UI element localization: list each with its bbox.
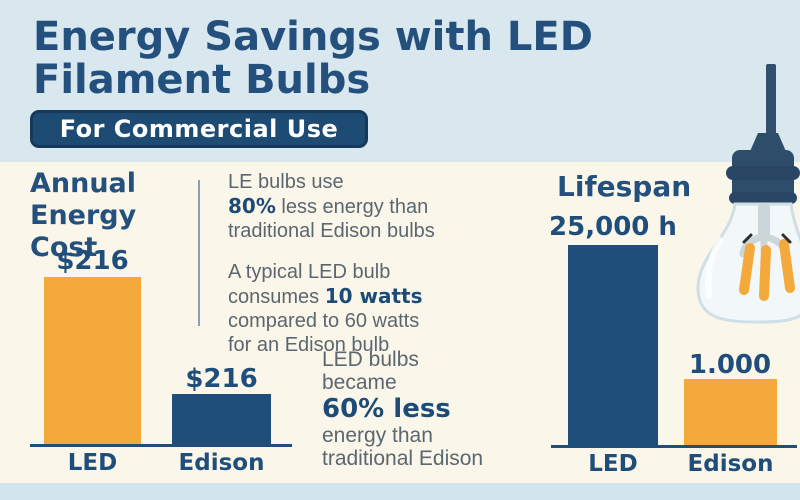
left-chart-value-edison: $216 [185,364,258,394]
fact2-line4: for an Edison bulb [228,334,390,356]
fact3-line4: energy than [322,424,433,447]
fact3-highlight: 60% less [322,394,451,424]
fact1-line3: traditional Edison bulbs [228,220,435,242]
left-chart-axis [30,444,292,447]
bulb-stem [758,204,770,238]
fact1-line2: less energy than [275,196,429,218]
fact2-line1: A typical LED bulb [228,261,391,283]
bulb-filament-center [759,245,771,301]
page-title: Energy Savings with LED Filament Bulbs [33,14,593,104]
bulb-filament-wire-left [742,233,753,244]
bulb-socket-band-top [726,166,800,180]
fact-energy-savings: LE bulbs use 80% less energy than tradit… [228,170,435,243]
fact-wattage: A typical LED bulb consumes 10 watts com… [228,260,423,357]
left-chart-value-led: $216 [56,246,129,276]
fact2-line3: compared to 60 watts [228,310,420,332]
right-chart-label-led: LED [588,451,638,477]
right-chart-bar-edison [684,379,777,445]
bulb-filament-right [779,239,795,293]
fact3-line2: became [322,371,397,394]
vertical-divider [198,180,200,326]
fact2-line2: consumes [228,286,325,308]
right-chart-label-edison: Edison [687,451,774,477]
fact-less-energy: LED bulbs became 60% less energy than tr… [322,348,483,470]
fact2-highlight: 10 watts [324,284,423,308]
badge-label: For Commercial Use [59,115,339,143]
bulb-filament-left [739,243,755,295]
commercial-use-badge: For Commercial Use [30,110,368,148]
right-chart-value-led: 25,000 h [549,212,677,242]
right-chart-axis [551,445,797,448]
fact3-line1: LED bulbs [322,348,419,371]
title-line-2: Filament Bulbs [33,57,371,104]
fact1-highlight: 80% [228,194,276,218]
fact1-line1: LE bulbs use [228,171,344,193]
footer-strip [0,483,800,500]
left-chart-title: Annual Energy Cost [30,168,137,263]
bulb-filament-wire-right [781,233,792,244]
bulb-glass-highlight [705,237,723,299]
right-chart-title: Lifespan [557,170,692,203]
left-chart-bar-edison [172,394,271,444]
led-bulb-illustration [696,64,800,324]
title-line-1: Energy Savings with LED [33,14,593,60]
right-chart-bar-led [568,245,658,445]
bulb-socket-band-bottom [729,192,797,204]
left-chart-label-edison: Edison [178,450,265,476]
bulb-cord [766,64,776,140]
fact3-line5: traditional Edison [322,447,484,470]
left-chart-bar-led [44,277,141,444]
left-chart-label-led: LED [67,450,118,476]
